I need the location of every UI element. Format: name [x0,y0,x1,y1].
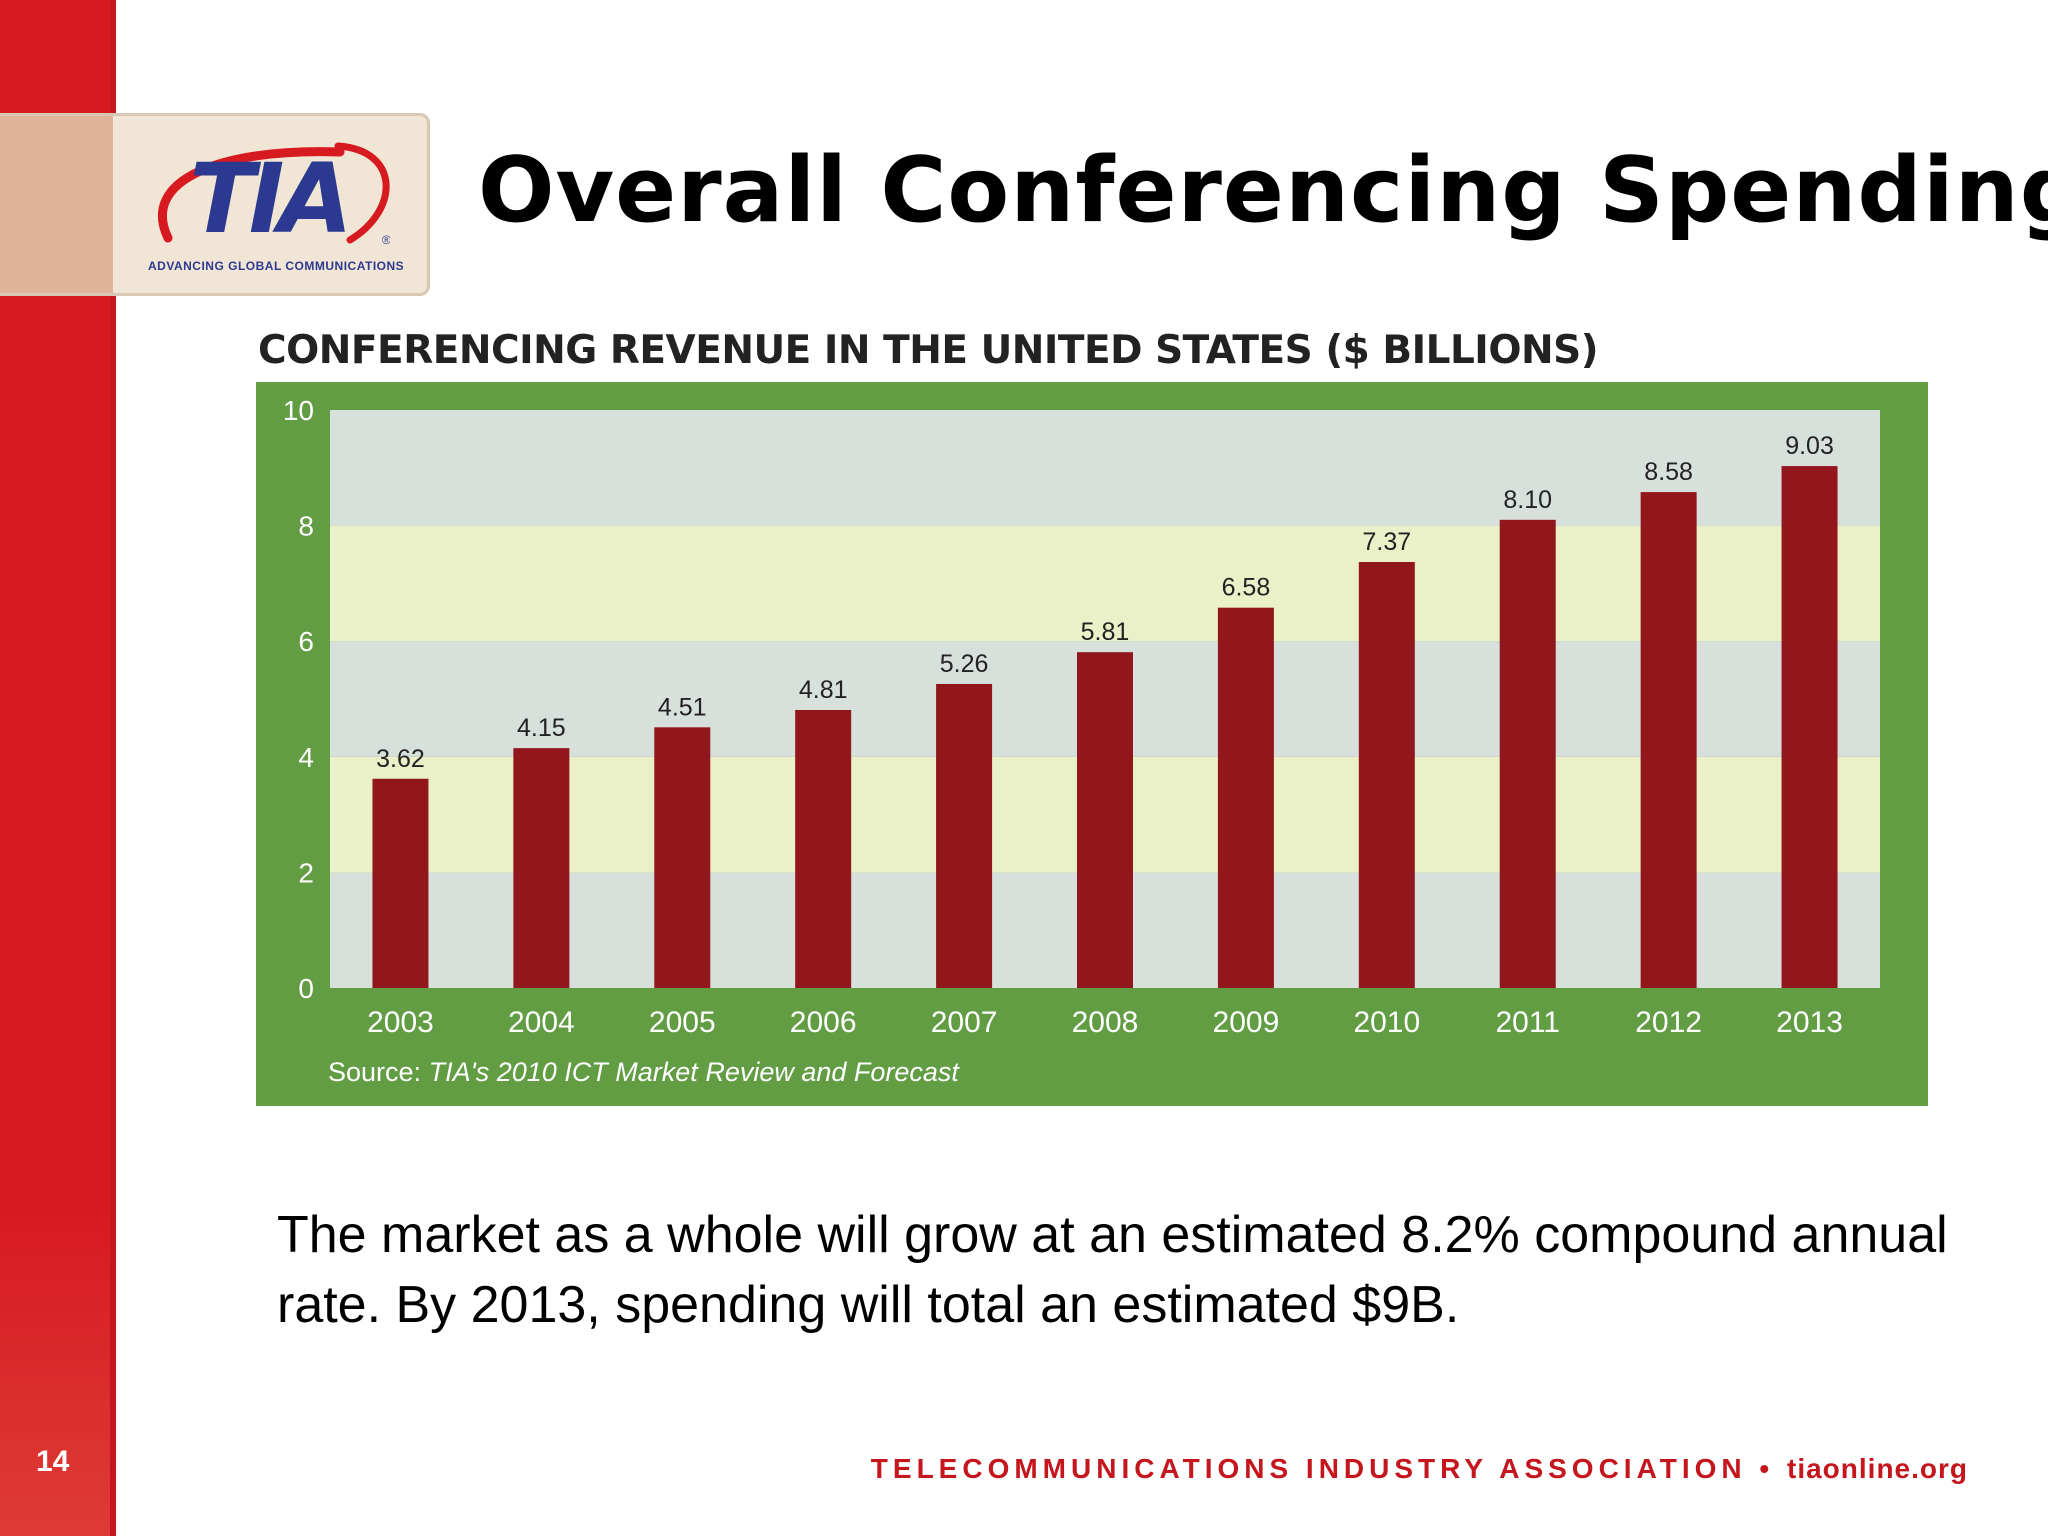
y-tick-label: 0 [298,973,314,1004]
x-tick-label: 2006 [790,1006,857,1039]
x-tick-label: 2003 [367,1006,434,1039]
bar-value-label: 9.03 [1785,432,1834,460]
bar-value-label: 6.58 [1222,574,1271,602]
y-tick-label: 8 [298,511,314,542]
y-tick-label: 10 [283,395,314,426]
footer-org-name: TELECOMMUNICATIONS INDUSTRY ASSOCIATION [870,1453,1747,1484]
bar-value-label: 4.15 [517,714,566,742]
footer-url: tiaonline.org [1787,1453,1968,1484]
bar-value-label: 4.81 [799,676,848,704]
bar [513,748,570,988]
x-tick-label: 2007 [931,1006,998,1039]
bar [1781,466,1838,988]
bar [1358,562,1415,988]
y-tick-label: 6 [298,626,314,657]
slide-body-text: The market as a whole will grow at an es… [277,1206,1948,1334]
x-tick-label: 2008 [1072,1006,1139,1039]
footer: TELECOMMUNICATIONS INDUSTRY ASSOCIATION … [871,1453,1968,1485]
bar [936,683,993,988]
slide-title: Overall Conferencing Spending [478,138,2048,243]
logo-letters: TIA [189,143,347,250]
bar-value-label: 8.58 [1644,458,1693,486]
x-tick-label: 2013 [1776,1006,1843,1039]
bar [654,727,711,988]
x-tick-label: 2010 [1353,1006,1420,1039]
bar [1077,652,1133,988]
logo-registered-mark: ® [382,233,390,247]
logo-panel-tint [0,116,113,293]
logo-panel [0,113,430,296]
logo-swoosh [157,147,345,243]
chart-source: Source: TIA's 2010 ICT Market Review and… [328,1057,959,1088]
page-number: 14 [36,1445,70,1478]
tia-logo-icon: TIA ® [157,142,390,250]
footer-separator: • [1759,1453,1775,1484]
grid-band [330,410,1880,526]
x-tick-label: 2009 [1213,1006,1280,1039]
chart-title: CONFERENCING REVENUE IN THE UNITED STATE… [258,328,1599,373]
x-tick-label: 2012 [1635,1006,1702,1039]
chart-frame: 0 2 4 6 8 10 3.62 2003 4.15 2004 4.51 2005 4.81 2006 5… [256,382,1928,1106]
bar [1499,519,1556,988]
bar-value-label: 8.10 [1503,486,1552,514]
bar [372,778,429,988]
x-tick-label: 2004 [508,1006,575,1039]
bar-value-label: 7.37 [1362,528,1411,556]
y-tick-label: 2 [298,857,314,888]
bar [1640,492,1697,988]
chart-source-prefix: Source: [328,1057,422,1087]
bar-value-label: 4.51 [658,693,707,721]
x-tick-label: 2011 [1495,1006,1560,1039]
bar [1217,607,1274,988]
logo-tagline: ADVANCING GLOBAL COMMUNICATIONS [148,259,405,273]
left-accent-bar-edge [110,0,116,1536]
bar-chart: 0 2 4 6 8 10 3.62 2003 4.15 2004 4.51 2005 4.81 2006 5… [283,395,1880,1039]
grid-band [330,525,1880,642]
logo-swoosh-right [334,142,390,244]
bar-value-label: 5.26 [940,650,989,678]
bar-value-label: 5.81 [1081,618,1130,646]
bar [795,709,852,988]
x-tick-label: 2005 [649,1006,716,1039]
y-tick-label: 4 [298,742,314,773]
bar-value-label: 3.62 [376,745,425,773]
chart-source-name: TIA's 2010 ICT Market Review and Forecas… [428,1057,959,1087]
